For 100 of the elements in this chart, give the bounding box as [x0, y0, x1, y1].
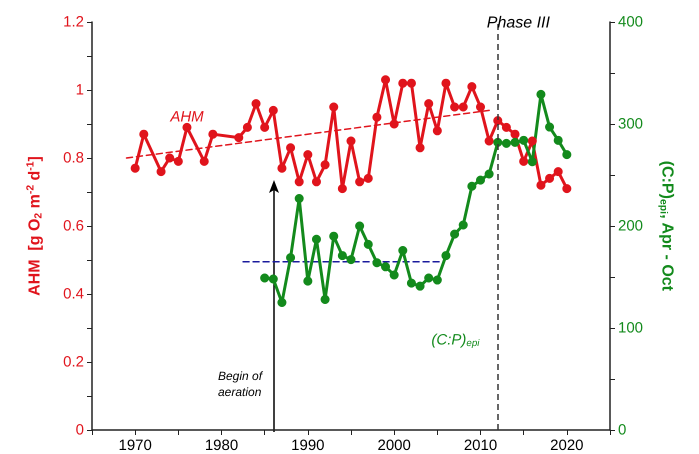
point	[424, 99, 434, 108]
point	[320, 294, 330, 304]
point	[200, 156, 209, 166]
y-axis-title: AHM [g O2 m-2 d-1]	[26, 156, 44, 296]
point	[458, 220, 468, 230]
point	[252, 99, 261, 108]
point	[182, 122, 192, 132]
point	[416, 282, 425, 291]
y-tick-label: 0.6	[63, 218, 84, 234]
point	[484, 169, 494, 178]
point	[528, 157, 537, 166]
point	[320, 160, 330, 170]
point	[432, 276, 442, 285]
point	[562, 150, 572, 160]
point	[476, 102, 485, 112]
point	[286, 143, 296, 152]
point	[528, 136, 537, 146]
point	[338, 184, 347, 194]
ref-line-label: Phase III	[486, 14, 550, 32]
point	[268, 274, 278, 284]
point	[416, 143, 425, 152]
point	[398, 78, 408, 88]
y-tick-label: 0.4	[63, 286, 84, 302]
point	[156, 167, 166, 176]
point	[450, 102, 460, 112]
y2-tick-label: 300	[618, 116, 644, 132]
point	[346, 136, 356, 146]
point	[510, 130, 520, 139]
point	[294, 194, 304, 203]
point	[432, 126, 442, 136]
point	[562, 184, 572, 194]
point	[398, 246, 408, 255]
point	[234, 133, 244, 142]
point	[510, 138, 520, 147]
y2-tick-label: 200	[618, 218, 644, 234]
point	[502, 122, 511, 132]
point	[381, 262, 390, 272]
x-tick-label: 2020	[550, 437, 584, 454]
point	[372, 112, 382, 122]
point	[364, 174, 373, 183]
x-tick-label: 2010	[464, 437, 498, 454]
point	[165, 154, 174, 162]
point	[519, 136, 528, 145]
point	[476, 176, 485, 185]
point	[294, 177, 304, 186]
point	[441, 78, 450, 88]
point	[458, 102, 468, 112]
point	[174, 156, 183, 166]
point	[554, 167, 563, 176]
point	[441, 251, 450, 260]
point	[355, 177, 364, 186]
point	[329, 232, 338, 241]
point	[242, 122, 252, 132]
point	[303, 276, 312, 286]
point	[312, 234, 321, 244]
y-tick-label: 1.2	[63, 14, 84, 30]
point	[364, 240, 373, 249]
point	[277, 298, 286, 307]
y-tick-label: 0.2	[63, 354, 84, 370]
point	[260, 274, 270, 283]
point	[545, 122, 554, 132]
y-tick-label: 0	[76, 422, 84, 438]
point	[286, 253, 296, 262]
y2-tick-label: 100	[618, 320, 644, 336]
point	[139, 130, 148, 139]
point	[338, 251, 347, 260]
x-tick-label: 1970	[118, 437, 152, 454]
point	[346, 255, 356, 264]
annotation: Begin of aeration	[218, 369, 266, 399]
point	[390, 120, 399, 128]
point	[406, 78, 416, 88]
point	[372, 258, 382, 268]
y2-tick-label: 0	[618, 422, 626, 438]
y-tick-label: 0.8	[63, 150, 84, 166]
point	[554, 136, 563, 145]
x-tick-label: 2000	[377, 437, 411, 454]
series-label: AHM	[169, 108, 204, 126]
point	[303, 150, 312, 160]
point	[329, 102, 338, 112]
y-tick-label: 1	[76, 82, 84, 98]
x-tick-label: 1980	[204, 437, 238, 454]
point	[502, 138, 511, 148]
point	[268, 106, 278, 115]
point	[519, 156, 528, 166]
x-tick-label: 1990	[291, 437, 325, 454]
point	[130, 164, 140, 173]
point	[536, 180, 546, 190]
point	[277, 164, 286, 173]
point	[424, 274, 434, 283]
point	[381, 75, 390, 84]
point	[536, 90, 546, 99]
point	[450, 230, 460, 239]
point	[390, 270, 399, 280]
point	[467, 82, 476, 92]
point	[545, 174, 554, 183]
y2-axis-title: (C:P)epi, Apr - Oct	[658, 160, 676, 292]
point	[355, 222, 364, 230]
point	[208, 130, 218, 139]
point	[406, 278, 416, 288]
point	[312, 177, 321, 186]
